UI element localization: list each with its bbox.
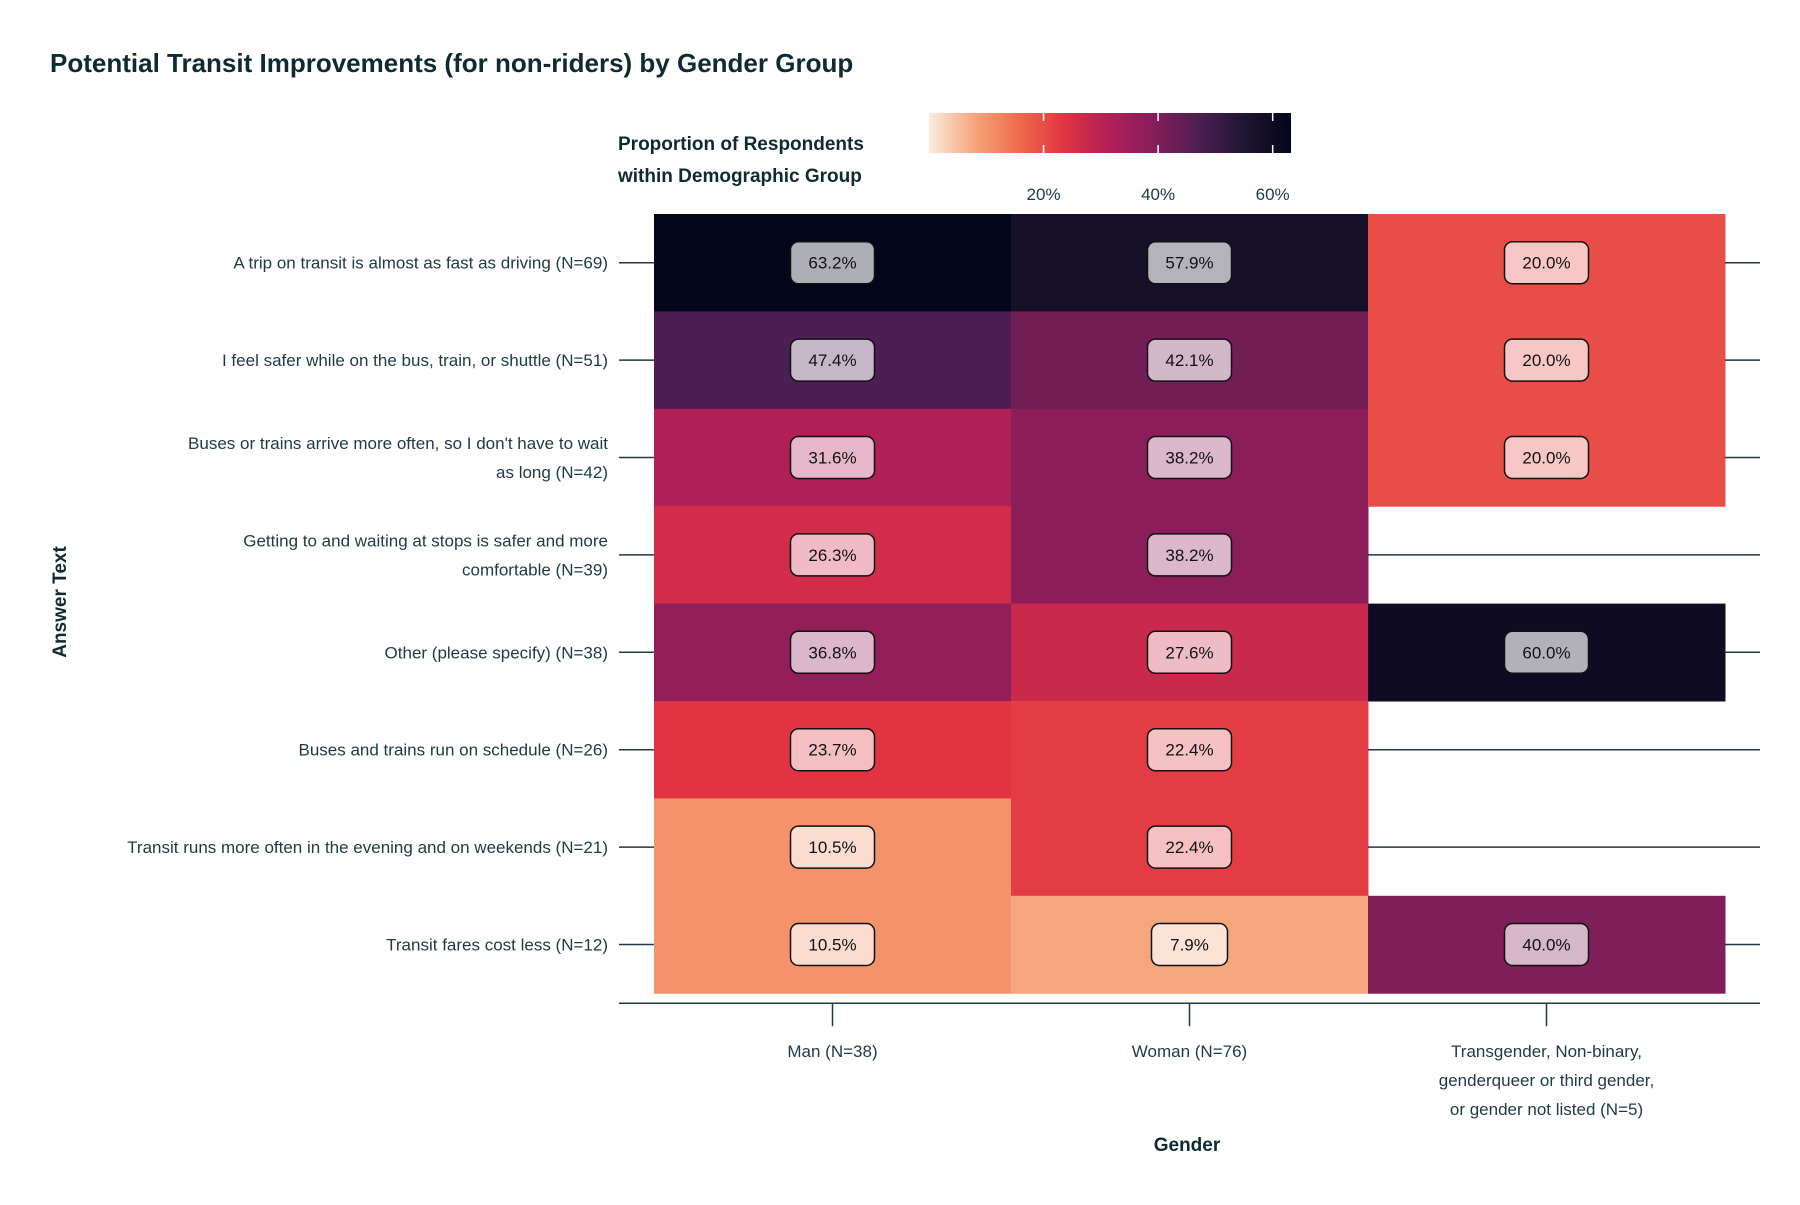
y-tick-label: Transit runs more often in the evening a…: [127, 838, 608, 857]
cell-label-box: [789, 338, 876, 382]
color-legend: Proportion of Respondents within Demogra…: [617, 113, 1291, 204]
y-axis-title: Answer Text: [50, 546, 71, 658]
x-axis-title: Gender: [1154, 1135, 1221, 1156]
legend-title-line-1: Proportion of Respondents: [618, 134, 864, 155]
cell-value-label: 22.4%: [1165, 838, 1213, 857]
cell-value-label: 10.5%: [808, 936, 856, 955]
cell-value-label: 42.1%: [1165, 351, 1213, 370]
cell-value-label: 27.6%: [1165, 643, 1213, 662]
cell-label-box: [1503, 240, 1590, 285]
legend-title-line-2: within Demographic Group: [617, 166, 862, 187]
legend-tick-label: 40%: [1141, 185, 1175, 204]
legend-tick-label: 20%: [1027, 185, 1061, 204]
cell-label-box: [789, 533, 876, 577]
cell-label-box: [1150, 922, 1229, 967]
cell-label-box: [1146, 630, 1233, 675]
cell-label-box: [1146, 533, 1233, 577]
cell-label-box: [789, 435, 876, 480]
cell-label-box: [789, 922, 876, 967]
cell-label-box: [1146, 435, 1233, 480]
cell-label-box: [1146, 825, 1233, 869]
y-tick-label: A trip on transit is almost as fast as d…: [233, 254, 608, 273]
cell-label-box: [789, 630, 876, 675]
y-tick-label: I feel safer while on the bus, train, or…: [222, 351, 608, 370]
cell-label-box: [789, 825, 876, 869]
cell-value-label: 7.9%: [1170, 936, 1209, 955]
y-tick-label: as long (N=42): [496, 463, 608, 482]
cell-label-box: [1503, 338, 1590, 382]
cell-value-label: 40.0%: [1522, 936, 1570, 955]
y-tick-label: Buses or trains arrive more often, so I …: [188, 434, 608, 453]
cell-value-label: 20.0%: [1522, 254, 1570, 273]
cell-value-label: 47.4%: [808, 351, 856, 370]
x-tick-label: genderqueer or third gender,: [1439, 1071, 1655, 1090]
cell-label-box: [789, 727, 876, 772]
cell-label-box: [1503, 435, 1590, 480]
y-tick-label: Other (please specify) (N=38): [385, 643, 608, 662]
cell-value-label: 26.3%: [808, 546, 856, 565]
cell-value-label: 38.2%: [1165, 449, 1213, 468]
y-tick-label: Getting to and waiting at stops is safer…: [243, 531, 608, 550]
legend-color-bar: [929, 113, 1291, 153]
cell-value-label: 63.2%: [808, 254, 856, 273]
y-tick-label: Transit fares cost less (N=12): [386, 936, 608, 955]
cell-value-label: 10.5%: [808, 838, 856, 857]
cell-label-box: [1146, 240, 1233, 285]
cell-label-box: [1146, 338, 1233, 382]
cell-value-label: 31.6%: [808, 449, 856, 468]
x-tick-label: Man (N=38): [787, 1042, 877, 1061]
y-tick-label: Buses and trains run on schedule (N=26): [299, 741, 609, 760]
legend-tick-label: 60%: [1256, 185, 1290, 204]
cell-value-label: 36.8%: [808, 643, 856, 662]
cell-value-label: 38.2%: [1165, 546, 1213, 565]
chart-title: Potential Transit Improvements (for non-…: [50, 48, 853, 78]
x-tick-label: or gender not listed (N=5): [1450, 1100, 1643, 1119]
cell-value-label: 22.4%: [1165, 741, 1213, 760]
x-tick-label: Woman (N=76): [1132, 1042, 1247, 1061]
cell-value-label: 23.7%: [808, 741, 856, 760]
cell-label-box: [1146, 727, 1233, 772]
cell-value-label: 20.0%: [1522, 351, 1570, 370]
cell-label-box: [789, 240, 876, 285]
cell-value-label: 60.0%: [1522, 643, 1570, 662]
cell-label-box: [1503, 922, 1590, 967]
cell-value-label: 20.0%: [1522, 449, 1570, 468]
cell-value-label: 57.9%: [1165, 254, 1213, 273]
cell-label-box: [1503, 630, 1590, 675]
y-tick-label: comfortable (N=39): [462, 560, 608, 579]
x-tick-label: Transgender, Non-binary,: [1451, 1042, 1642, 1061]
